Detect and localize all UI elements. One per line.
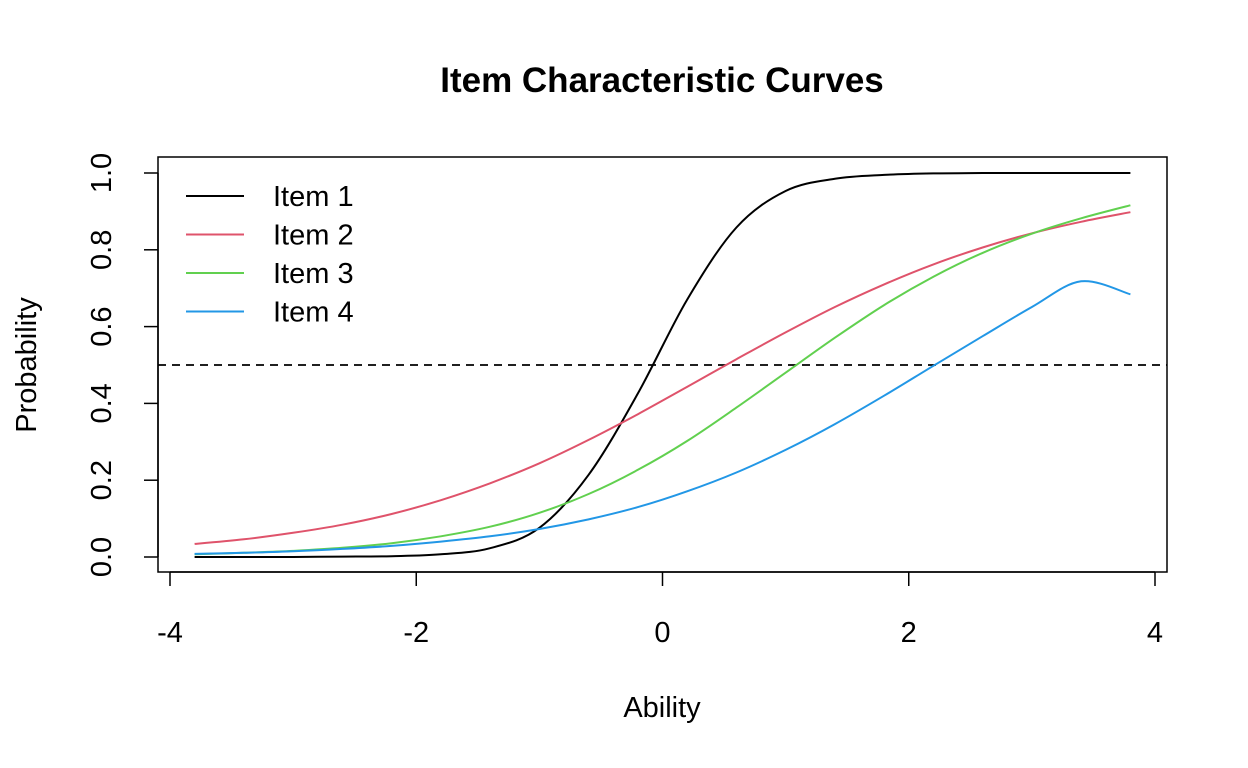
legend-label-item-4: Item 4	[273, 297, 354, 329]
y-tick-label: 1.0	[86, 153, 118, 193]
legend: Item 1 Item 2 Item 3 Item 4	[186, 181, 354, 329]
x-axis-title: Ability	[623, 692, 701, 724]
y-tick-label: 0.2	[86, 460, 118, 500]
series-line-item-3	[194, 204, 1131, 556]
x-tick-label: -4	[157, 617, 183, 649]
series-line-item-1	[194, 171, 1131, 559]
y-tick-label: 0.6	[86, 306, 118, 346]
y-axis: 0.0 0.2 0.4 0.6 0.8 1.0	[86, 153, 159, 577]
x-tick-label: 4	[1147, 617, 1163, 649]
legend-label-item-2: Item 2	[273, 220, 354, 252]
series-line-item-4	[194, 280, 1131, 555]
chart-title: Item Characteristic Curves	[440, 61, 884, 100]
y-tick-label: 0.0	[86, 537, 118, 577]
legend-label-item-1: Item 1	[273, 181, 354, 213]
legend-label-item-3: Item 3	[273, 258, 354, 290]
series-group	[194, 171, 1131, 559]
x-tick-label: -2	[403, 617, 429, 649]
y-axis-title: Probability	[11, 297, 43, 433]
x-axis: -4 -2 0 2 4	[157, 571, 1163, 649]
y-tick-label: 0.8	[86, 230, 118, 270]
y-tick-label: 0.4	[86, 383, 118, 423]
series-line-item-2	[194, 211, 1131, 545]
x-tick-label: 0	[654, 617, 670, 649]
x-tick-label: 2	[901, 617, 917, 649]
